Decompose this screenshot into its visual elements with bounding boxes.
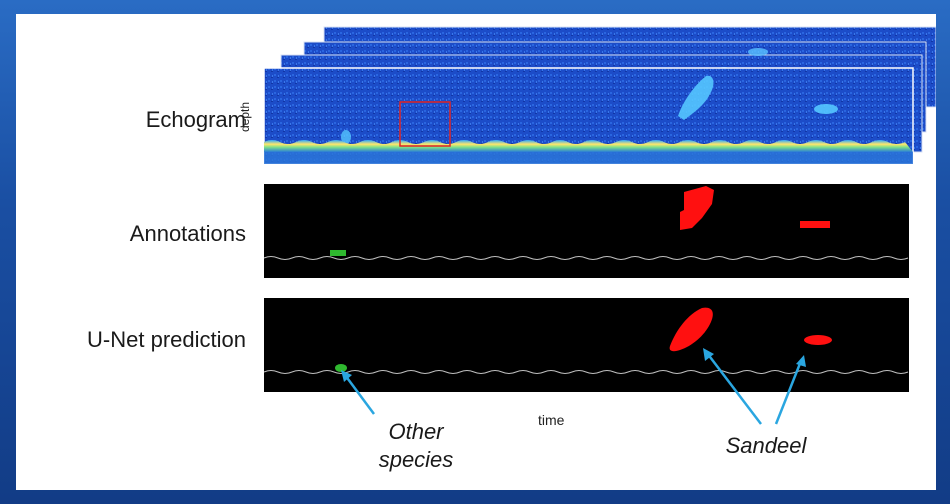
other-species-line2: species <box>378 447 454 472</box>
prediction-seabed-line <box>263 370 909 374</box>
prediction-panel <box>263 298 909 392</box>
other-prediction <box>335 364 347 372</box>
figure-canvas <box>263 26 936 425</box>
echogram-front <box>263 67 914 165</box>
back-school <box>748 48 768 56</box>
time-axis-label: time <box>538 412 565 428</box>
sandeel-prediction-small <box>804 335 832 345</box>
sandeel-callout: Sandeel <box>725 433 807 458</box>
other-species-arrow <box>343 374 376 415</box>
sandeel-annotation-small <box>800 221 830 228</box>
sandeel-arrow-1 <box>706 352 762 425</box>
echogram-label: Echogram <box>145 107 246 132</box>
sandeel-arrow-2 <box>774 360 803 425</box>
sandeel-annotation <box>680 186 714 230</box>
sandeel-prediction <box>669 307 713 352</box>
arrow-head <box>796 355 806 367</box>
arrow-head <box>703 348 714 361</box>
seabed <box>264 140 913 152</box>
other-species-line1: Other <box>388 419 444 444</box>
annotations-panel <box>263 184 909 278</box>
annotations-image <box>264 184 909 278</box>
sandeel-echo-small <box>814 104 838 114</box>
other-annotation <box>330 250 346 256</box>
annotation-seabed-line <box>263 256 909 260</box>
prediction-label: U-Net prediction <box>87 327 246 352</box>
sub-bottom <box>264 152 913 164</box>
arrow-head <box>341 370 352 382</box>
patch-box <box>399 101 451 147</box>
annotations-label: Annotations <box>129 221 246 246</box>
other-species-callout: Other species <box>376 418 456 474</box>
prediction-image <box>264 298 909 392</box>
slide: Echogram depth Annotations U-Net predict… <box>16 14 936 490</box>
depth-axis-label: depth <box>238 101 252 132</box>
sandeel-echo <box>678 75 714 120</box>
other-echo <box>341 130 351 144</box>
callout-arrows <box>341 348 806 425</box>
